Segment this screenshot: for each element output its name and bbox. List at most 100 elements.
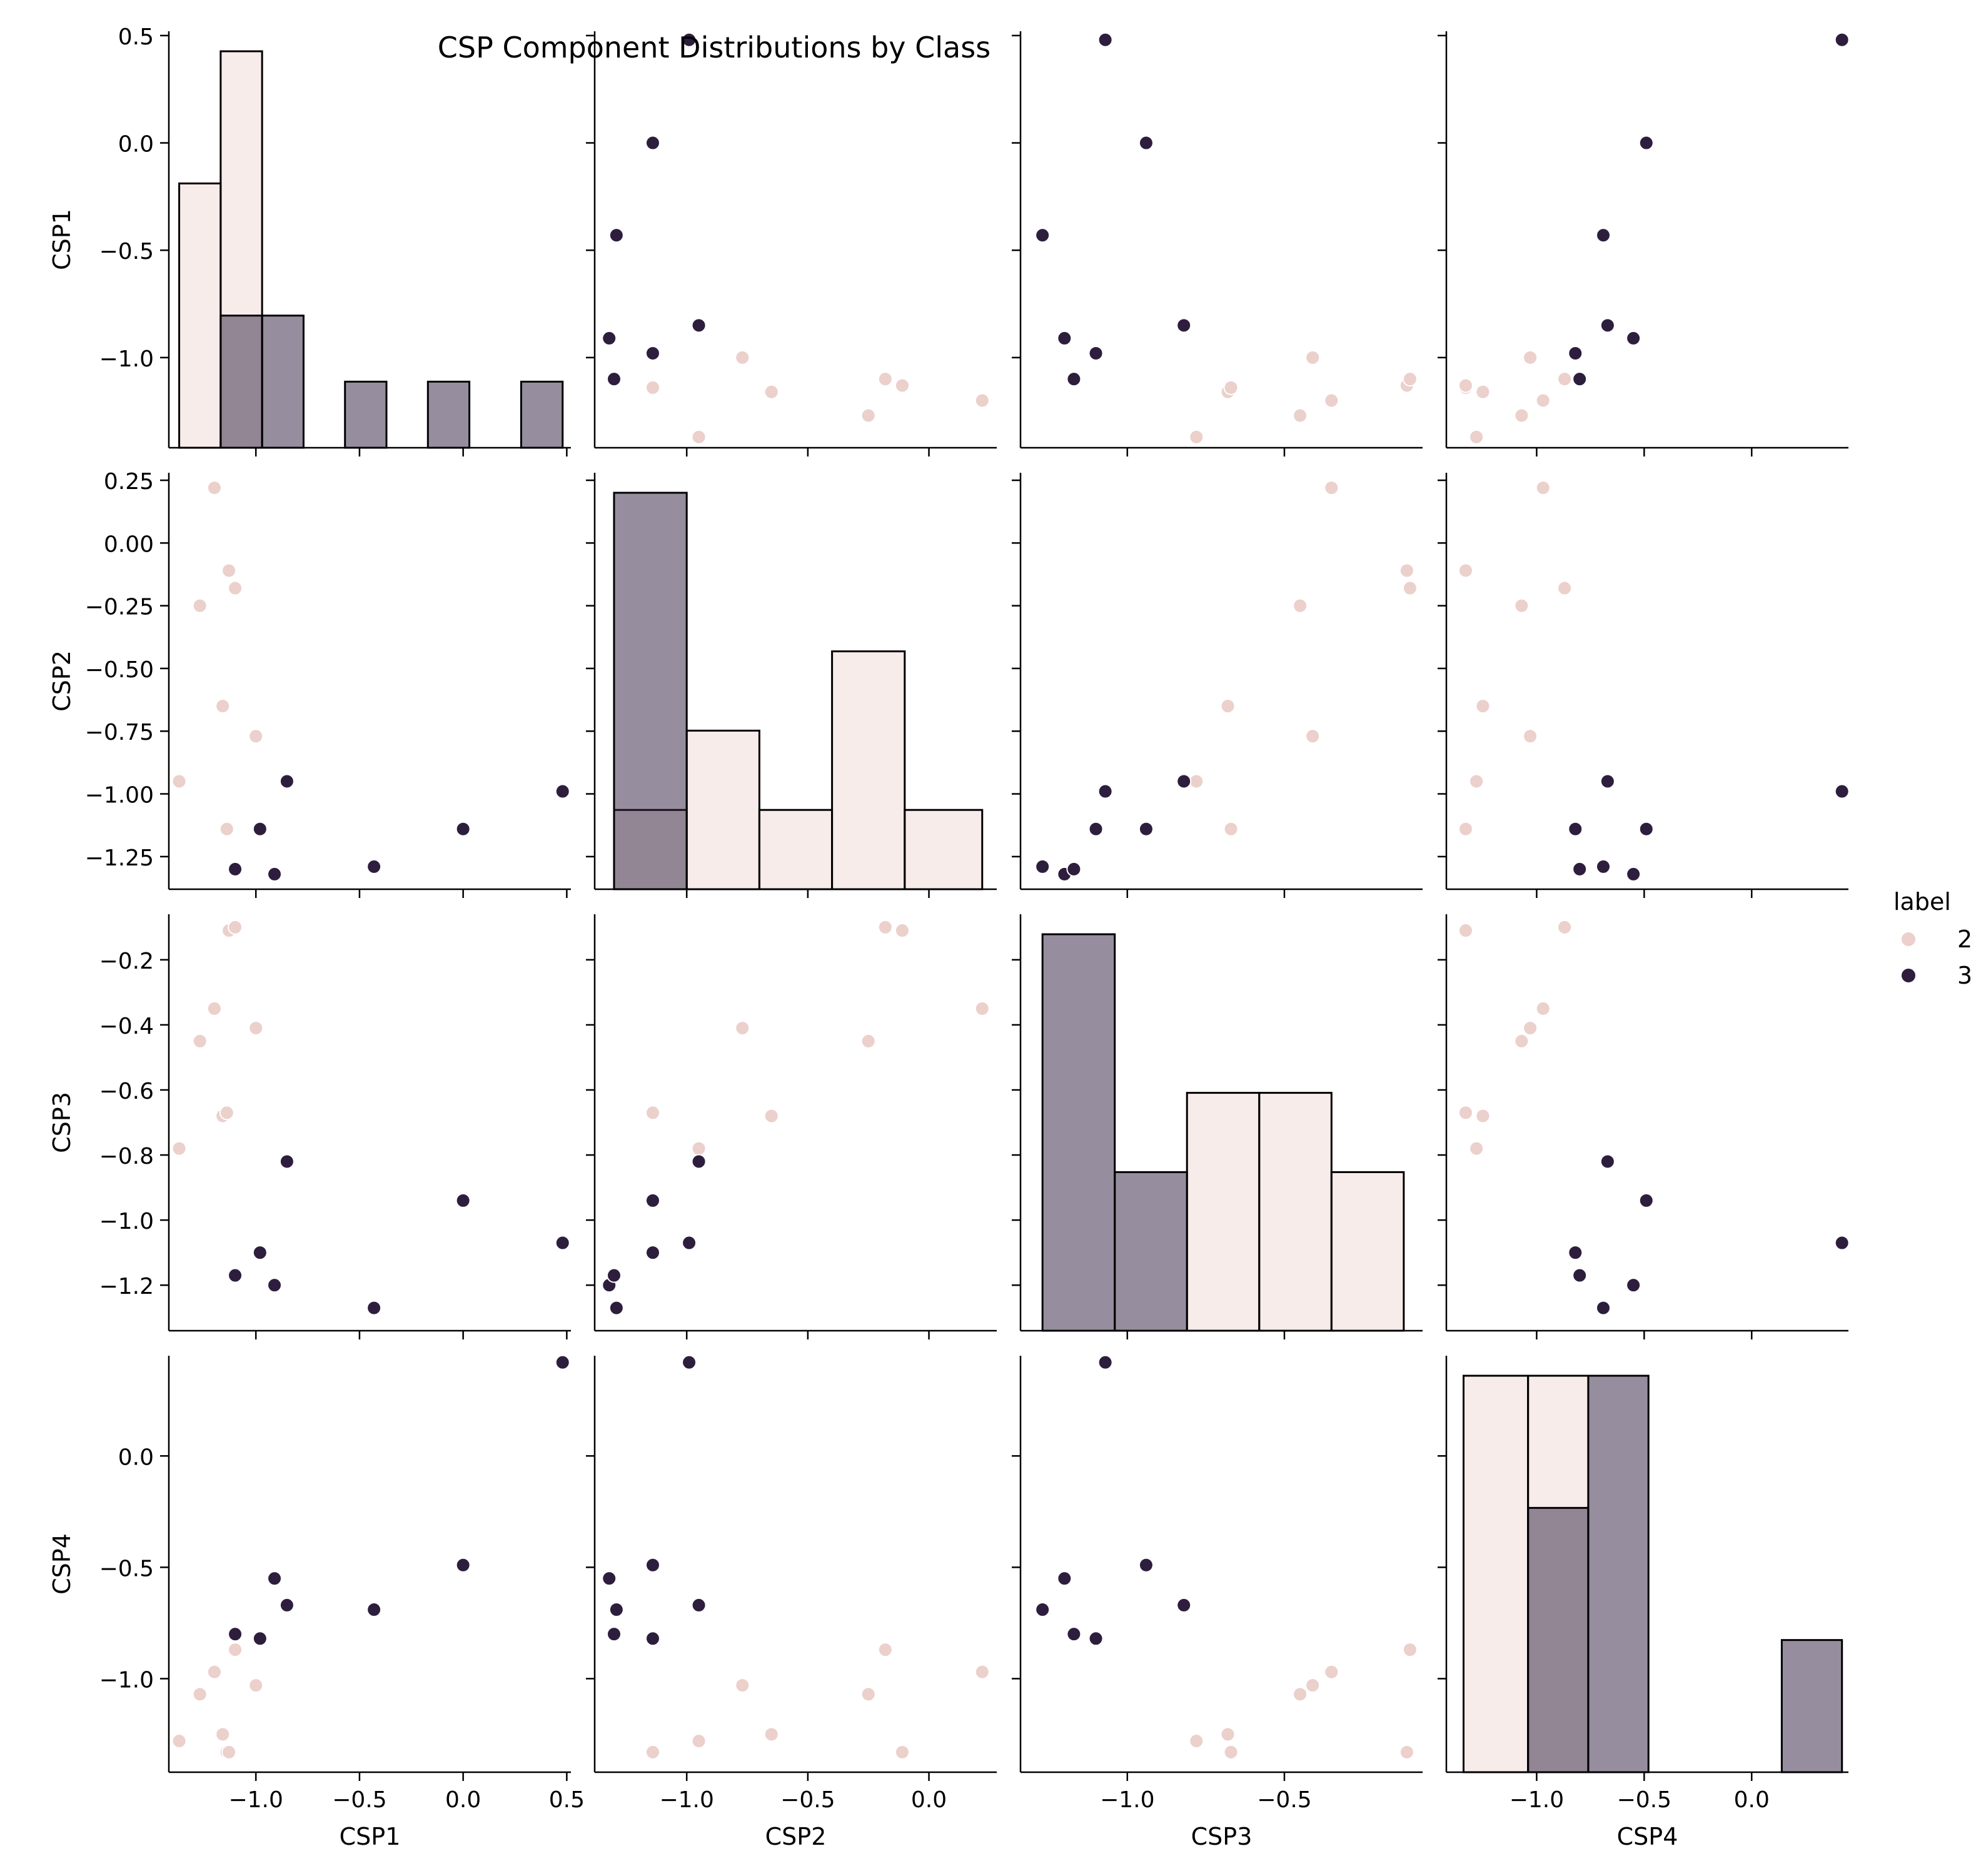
legend-label-2: 2 [1957,925,1972,953]
point-label-2-7 [248,1678,264,1693]
point-label-3-4 [602,1571,617,1586]
panel-csp3-vs-csp4 [1438,914,1850,1339]
point-label-3-5 [252,1631,268,1647]
point-label-2-1 [1514,1033,1530,1049]
y-tick-label: 0.0 [118,1445,154,1470]
point-label-3-3 [691,1154,707,1169]
y-axis-title-csp3: CSP3 [48,1092,76,1153]
hist-bar-csp2-label-2-1 [685,729,760,890]
point-label-3-0 [1097,32,1113,48]
point-label-3-4 [602,330,617,346]
point-label-2-2 [1324,1664,1339,1680]
point-label-2-0 [1469,1141,1484,1156]
point-label-2-0 [1189,774,1204,789]
panel-csp2-vs-csp2 [586,473,997,898]
point-label-3-3 [1176,1597,1192,1613]
point-label-3-1 [645,1193,660,1208]
x-tick-label: −1.0 [1510,1787,1564,1813]
point-label-3-2 [608,1602,624,1618]
point-label-2-3 [1220,1727,1236,1742]
panel-csp4-vs-csp4: −1.0 −0.5 0.0 [1438,1356,1848,1813]
point-label-2-0 [1189,429,1204,445]
y-tick-label: −1.25 [85,845,154,871]
point-label-2-3 [764,1727,779,1742]
point-label-2-7 [1523,729,1538,744]
point-label-2-6 [877,919,893,935]
point-label-2-1 [1514,598,1530,613]
hist-bar-csp1-label-3-5 [520,380,564,449]
hist-bar-csp1-label-3-2 [261,315,305,449]
point-label-2-2 [974,1664,990,1680]
point-label-2-1 [192,1687,208,1702]
legend-marker-2 [1900,931,1917,947]
point-label-2-5 [1399,1744,1414,1760]
point-label-2-4 [645,1105,660,1121]
x-tick-label: −0.5 [1257,1787,1311,1813]
panel-csp4-vs-csp1: −1.0 −0.5 0.0 −1.0 −0.5 0.0 0.5 [99,1354,585,1813]
point-label-2-0 [171,774,187,789]
point-label-3-3 [1600,774,1615,789]
point-label-3-0 [682,1354,697,1370]
y-tick-label: −0.5 [99,239,154,265]
y-tick-label: −0.4 [99,1014,154,1039]
hist-bar-csp1-label-3-4 [426,380,471,449]
x-tick-label: 0.0 [911,1787,947,1813]
point-label-3-5 [1088,345,1104,361]
point-label-2-4 [645,380,660,395]
panel-csp2-vs-csp3 [1012,473,1423,898]
x-axis-title-csp2: CSP2 [765,1823,827,1850]
legend-title: label [1893,888,1951,915]
hist-bar-csp2-label-2-2 [758,809,834,890]
point-label-2-1 [1514,408,1530,423]
point-label-2-1 [860,408,876,423]
point-label-3-0 [555,784,570,799]
y-tick-label: −1.00 [85,783,154,809]
panel-csp1-vs-csp4 [1438,31,1850,456]
point-label-2-6 [1557,580,1573,596]
point-label-2-3 [1475,698,1491,714]
y-tick-label: 0.5 [118,24,154,50]
point-label-3-3 [1600,1154,1615,1169]
panel-csp4-vs-csp3: −1.0 −0.5 [1012,1354,1423,1813]
point-label-3-4 [1057,330,1072,346]
panel-grid: −1.0 −0.5 0.0 0.5 −1.25 −1.00 −0.75 −0.50 −0.25 0… [48,24,1850,1850]
x-axis-title-csp4: CSP4 [1617,1823,1678,1850]
y-axis-title-csp2: CSP2 [48,650,76,712]
point-label-3-5 [645,1245,660,1261]
point-label-2-3 [215,1727,231,1742]
point-label-2-3 [1475,1108,1491,1124]
point-label-3-5 [1088,1631,1104,1647]
hist-bar-csp2-label-2-3 [831,650,906,890]
y-axis-title-csp4: CSP4 [48,1533,76,1595]
y-tick-label: −1.0 [99,1209,154,1234]
point-label-2-0 [691,429,707,445]
point-label-3-1 [455,821,471,837]
point-label-3-2 [608,1300,624,1316]
point-label-3-5 [645,1631,660,1647]
point-label-3-6 [606,1268,622,1283]
point-label-3-5 [1568,821,1583,837]
point-label-3-1 [1138,821,1154,837]
point-label-2-7 [1523,350,1538,365]
point-label-3-5 [645,345,660,361]
point-label-2-0 [171,1141,187,1156]
y-tick-label: −0.2 [99,949,154,974]
point-label-2-7 [735,1678,750,1693]
point-label-2-0 [1189,1733,1204,1749]
x-tick-label: −1.0 [659,1787,713,1813]
point-label-3-5 [252,821,268,837]
point-label-2-4 [219,1105,234,1121]
hist-bar-csp1-label-3-3 [344,380,388,449]
point-label-3-4 [1626,330,1641,346]
point-label-3-5 [1568,345,1583,361]
point-label-2-6 [228,919,243,935]
point-label-2-7 [735,1021,750,1036]
point-label-3-3 [691,318,707,333]
panel-csp3-vs-csp1: −1.2 −1.0 −0.8 −0.6 −0.4 −0.2 [99,914,571,1339]
point-label-3-4 [1626,1278,1641,1293]
point-label-2-5 [221,563,237,578]
point-label-2-2 [1535,393,1551,408]
